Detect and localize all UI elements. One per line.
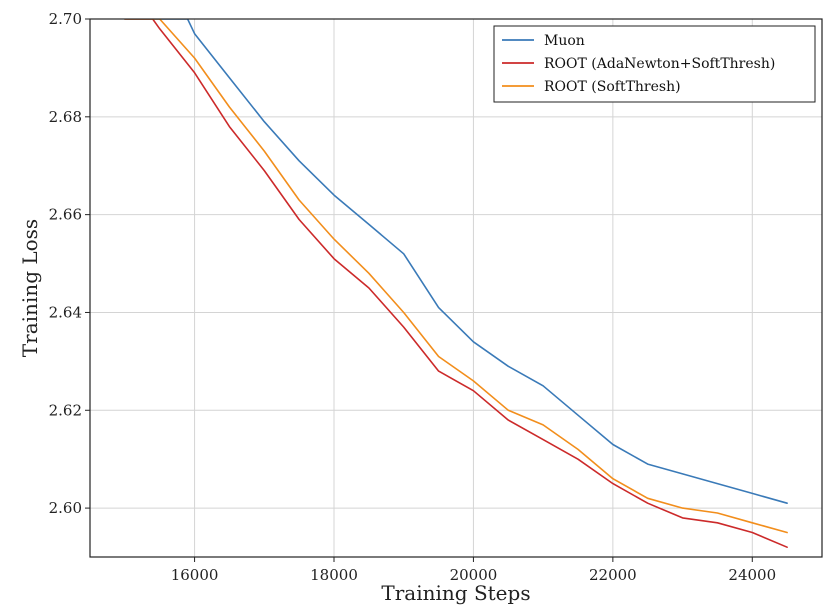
legend: Muon ROOT (AdaNewton+SoftThresh) ROOT (Sof… [493, 25, 816, 103]
series-line-2 [124, 19, 788, 534]
legend-label-1: ROOT (AdaNewton+SoftThresh) [544, 56, 775, 72]
tick-layer: 16000 18000 20000 22000 24000 2.60 2.62 2.64 2.6… [49, 10, 777, 584]
y-tick-label: 2.70 [49, 10, 82, 28]
series-layer [124, 19, 788, 549]
y-tick-label: 2.60 [49, 499, 82, 517]
y-tick-label: 2.66 [49, 206, 82, 224]
legend-box [493, 25, 816, 103]
legend-label-2: ROOT (SoftThresh) [544, 79, 681, 95]
x-tick-label: 18000 [310, 566, 358, 584]
x-axis-label: Training Steps [381, 581, 530, 605]
x-tick-label: 24000 [728, 566, 776, 584]
series-line-1 [124, 19, 788, 549]
x-tick-label: 20000 [450, 566, 498, 584]
series-line-0 [124, 19, 788, 505]
x-tick-label: 22000 [589, 566, 637, 584]
y-tick-label: 2.68 [49, 108, 82, 126]
legend-label-0: Muon [544, 33, 585, 49]
y-tick-label: 2.62 [49, 401, 82, 419]
plot-frame [89, 18, 823, 558]
x-tick-label: 16000 [171, 566, 219, 584]
y-tick-label: 2.64 [49, 303, 82, 321]
y-axis-label: Training Loss [18, 219, 42, 357]
